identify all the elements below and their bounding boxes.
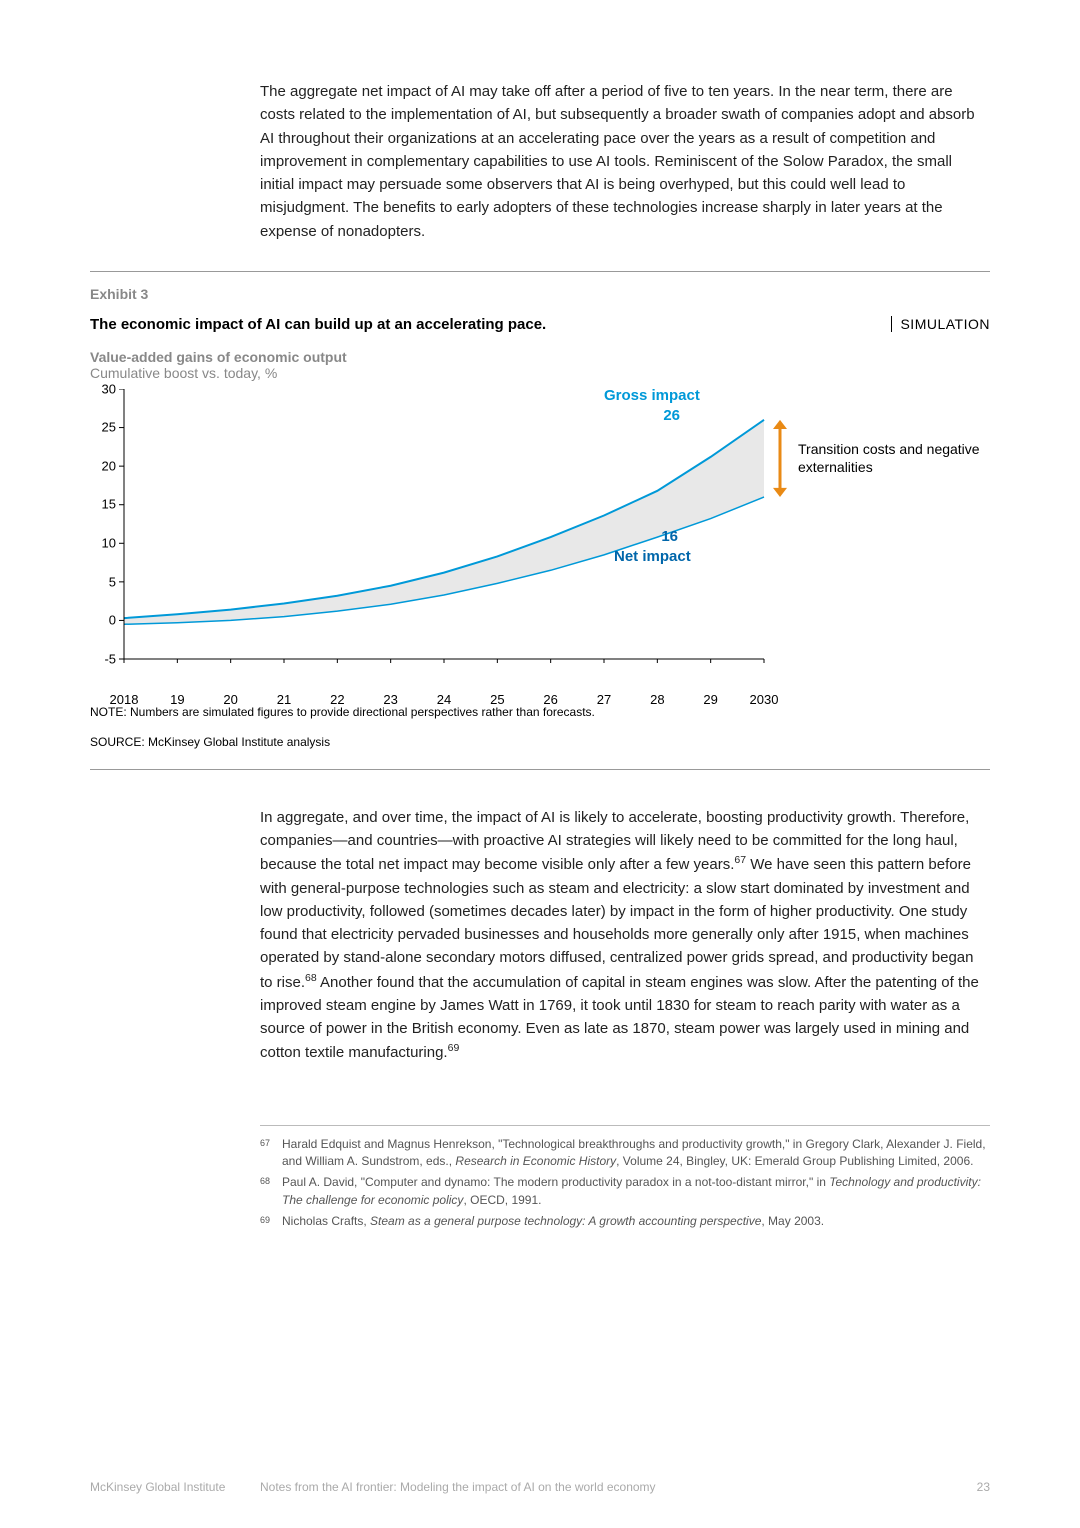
- page-footer: McKinsey Global Institute Notes from the…: [90, 1480, 990, 1494]
- chart-xtick: 24: [437, 692, 451, 707]
- divider-top: [90, 271, 990, 272]
- body-paragraph: In aggregate, and over time, the impact …: [260, 806, 990, 1065]
- chart-ytick: -5: [90, 651, 116, 666]
- chart-label-net: Net impact: [614, 548, 691, 565]
- footer-right: 23: [977, 1480, 990, 1494]
- exhibit-title: The economic impact of AI can build up a…: [90, 316, 546, 333]
- footnote-divider: [260, 1125, 990, 1126]
- footnote-item: 67Harald Edquist and Magnus Henrekson, "…: [260, 1136, 990, 1171]
- exhibit-label: Exhibit 3: [90, 286, 990, 302]
- chart-ytick: 10: [90, 536, 116, 551]
- chart-xtick: 27: [597, 692, 611, 707]
- chart-value-gross: 26: [663, 407, 680, 424]
- footnote-text: Paul A. David, "Computer and dynamo: The…: [282, 1174, 990, 1209]
- chart-ytick: 25: [90, 420, 116, 435]
- chart-xtick: 28: [650, 692, 664, 707]
- chart-subtitle-plain: Cumulative boost vs. today, %: [90, 365, 990, 381]
- chart-xtick: 26: [543, 692, 557, 707]
- chart-container: -505101520253020181920212223242526272829…: [90, 389, 990, 687]
- chart-xtick: 19: [170, 692, 184, 707]
- chart-value-net: 16: [661, 528, 678, 545]
- footnote-ref-68: 68: [305, 972, 317, 984]
- footnote-text: Harald Edquist and Magnus Henrekson, "Te…: [282, 1136, 990, 1171]
- chart-note: NOTE: Numbers are simulated figures to p…: [90, 705, 990, 719]
- chart-arrow-head-down: [773, 488, 787, 497]
- chart-subtitle-bold: Value-added gains of economic output: [90, 349, 990, 365]
- chart-ytick: 5: [90, 574, 116, 589]
- simulation-badge: SIMULATION: [891, 316, 990, 332]
- footnote-ref-69: 69: [448, 1042, 460, 1054]
- footnote-item: 68Paul A. David, "Computer and dynamo: T…: [260, 1174, 990, 1209]
- chart-xtick: 23: [383, 692, 397, 707]
- chart-ytick: 30: [90, 381, 116, 396]
- chart-xtick: 2030: [750, 692, 779, 707]
- chart-arrow-annotation: Transition costs and negative externalit…: [798, 440, 988, 476]
- chart-label-gross: Gross impact: [604, 387, 700, 404]
- body-text-2: We have seen this pattern before with ge…: [260, 856, 973, 990]
- footer-mid: Notes from the AI frontier: Modeling the…: [260, 1480, 977, 1494]
- chart-plot: -505101520253020181920212223242526272829…: [90, 389, 1024, 687]
- footnote-number: 67: [260, 1136, 282, 1171]
- intro-paragraph: The aggregate net impact of AI may take …: [260, 80, 990, 243]
- chart-svg: [90, 389, 1024, 663]
- chart-ytick: 15: [90, 497, 116, 512]
- chart-xtick: 2018: [110, 692, 139, 707]
- chart-xtick: 25: [490, 692, 504, 707]
- chart-arrow-head-up: [773, 420, 787, 429]
- chart-fill-area: [124, 420, 764, 624]
- chart-xtick: 22: [330, 692, 344, 707]
- chart-xtick: 20: [223, 692, 237, 707]
- footnote-number: 69: [260, 1213, 282, 1230]
- footnote-text: Nicholas Crafts, Steam as a general purp…: [282, 1213, 990, 1230]
- chart-ytick: 0: [90, 613, 116, 628]
- footer-left: McKinsey Global Institute: [90, 1480, 260, 1494]
- chart-xtick: 29: [703, 692, 717, 707]
- chart-source: SOURCE: McKinsey Global Institute analys…: [90, 735, 990, 749]
- footnotes-block: 67Harald Edquist and Magnus Henrekson, "…: [260, 1136, 990, 1231]
- chart-ytick: 20: [90, 458, 116, 473]
- divider-bottom: [90, 769, 990, 770]
- chart-xtick: 21: [277, 692, 291, 707]
- body-text-3: Another found that the accumulation of c…: [260, 974, 979, 1062]
- footnote-number: 68: [260, 1174, 282, 1209]
- footnote-item: 69Nicholas Crafts, Steam as a general pu…: [260, 1213, 990, 1230]
- footnote-ref-67: 67: [734, 854, 746, 866]
